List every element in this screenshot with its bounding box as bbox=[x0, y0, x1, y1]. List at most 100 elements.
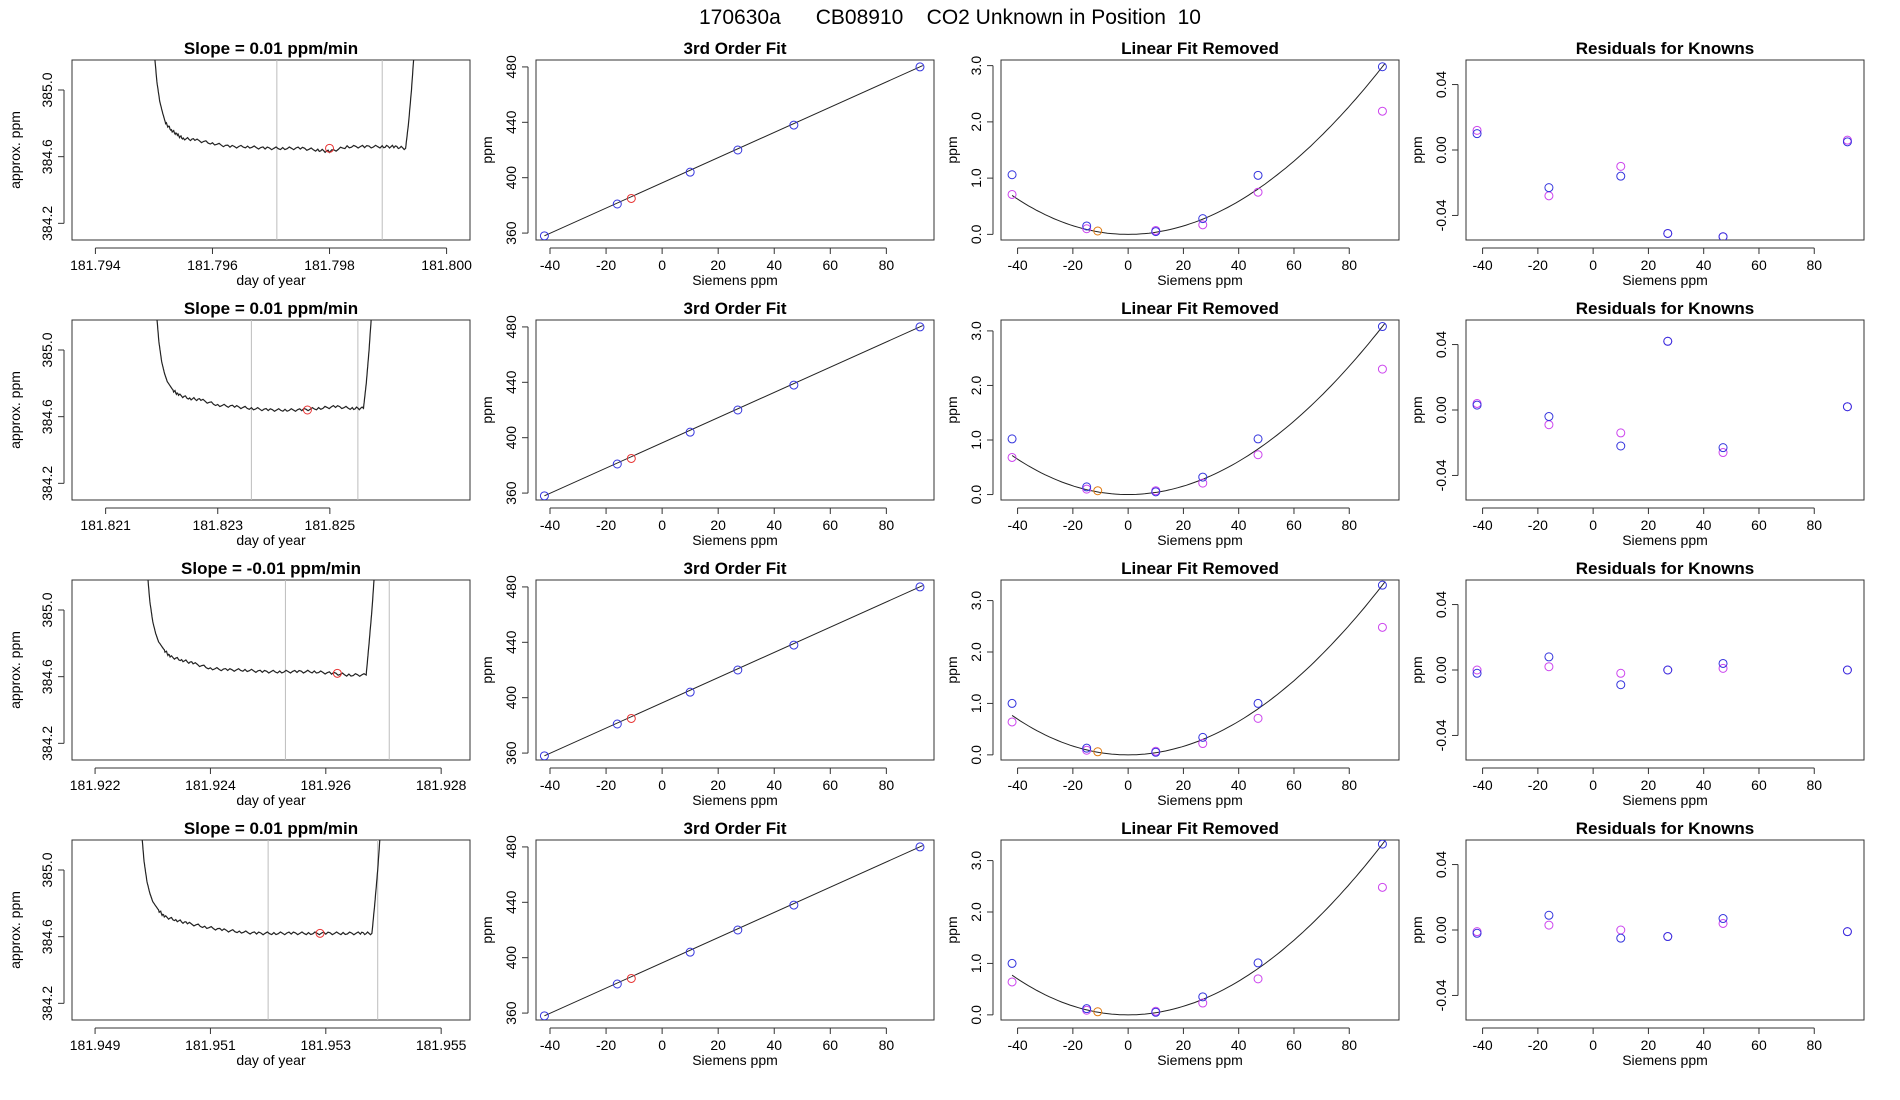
chart-title: Slope = 0.01 ppm/min bbox=[184, 39, 358, 58]
blue-point bbox=[612, 459, 622, 469]
blue-point bbox=[1663, 336, 1673, 346]
x-tick-label: 181.800 bbox=[421, 257, 472, 273]
blue-point bbox=[612, 199, 622, 209]
x-tick-label: 0 bbox=[658, 517, 666, 533]
chart-title: Slope = 0.01 ppm/min bbox=[184, 299, 358, 318]
x-tick-label: 40 bbox=[1231, 777, 1247, 793]
magenta-point bbox=[1198, 739, 1208, 749]
red-point bbox=[626, 713, 636, 723]
x-tick-label: 80 bbox=[1806, 257, 1822, 273]
x-tick-label: 181.955 bbox=[416, 1037, 467, 1053]
x-tick-label: 60 bbox=[1286, 777, 1302, 793]
y-tick-label: 0.04 bbox=[1433, 331, 1449, 358]
y-tick-label: 440 bbox=[503, 890, 519, 914]
magenta-point bbox=[1718, 918, 1728, 928]
y-tick-label: 360 bbox=[503, 741, 519, 765]
y-tick-label: -0.04 bbox=[1433, 459, 1449, 491]
chart-title: 3rd Order Fit bbox=[684, 819, 787, 838]
y-axis-label: ppm bbox=[944, 136, 960, 163]
chart-title: 3rd Order Fit bbox=[684, 299, 787, 318]
x-tick-label: 20 bbox=[1176, 777, 1192, 793]
x-tick-label: 60 bbox=[1751, 257, 1767, 273]
chart-panel-8: Slope = -0.01 ppm/min 181.922 181.924 181.9… bbox=[7, 559, 471, 808]
magenta-point bbox=[1544, 191, 1554, 201]
y-tick-label: 0.00 bbox=[1433, 396, 1449, 423]
x-tick-label: 60 bbox=[823, 1037, 839, 1053]
x-axis-label: Siemens ppm bbox=[1157, 1052, 1243, 1068]
magenta-point bbox=[1616, 428, 1626, 438]
magenta-point bbox=[1253, 713, 1263, 723]
x-axis-label: Siemens ppm bbox=[692, 1052, 778, 1068]
y-tick-label: 480 bbox=[503, 315, 519, 339]
chart-title: Residuals for Knowns bbox=[1576, 819, 1755, 838]
x-axis-label: day of year bbox=[236, 792, 306, 808]
blue-point bbox=[1544, 412, 1554, 422]
blue-point bbox=[789, 120, 799, 130]
x-tick-label: 181.949 bbox=[70, 1037, 121, 1053]
x-tick-label: 40 bbox=[766, 777, 782, 793]
blue-point bbox=[789, 380, 799, 390]
x-tick-label: -20 bbox=[1063, 517, 1083, 533]
y-tick-label: 385.0 bbox=[39, 72, 55, 107]
x-tick-label: -20 bbox=[1528, 517, 1548, 533]
plot-area bbox=[1472, 910, 1852, 943]
series-trace bbox=[141, 840, 381, 936]
blue-point bbox=[1544, 652, 1554, 662]
plot-area bbox=[1007, 62, 1387, 237]
blue-point bbox=[1377, 580, 1387, 590]
x-tick-label: -40 bbox=[1472, 1037, 1492, 1053]
y-axis-label: ppm bbox=[479, 656, 495, 683]
y-tick-label: 360 bbox=[503, 1001, 519, 1025]
blue-point bbox=[1151, 1007, 1161, 1017]
plot-area bbox=[1007, 580, 1387, 757]
y-axis-label: ppm bbox=[479, 136, 495, 163]
blue-point bbox=[1151, 747, 1161, 757]
blue-point bbox=[1151, 227, 1161, 237]
magenta-point bbox=[1544, 420, 1554, 430]
blue-point bbox=[1616, 680, 1626, 690]
x-tick-label: 60 bbox=[1286, 1037, 1302, 1053]
x-tick-label: 60 bbox=[1751, 517, 1767, 533]
magenta-point bbox=[1377, 364, 1387, 374]
sample-marker bbox=[302, 405, 312, 415]
x-tick-label: 60 bbox=[823, 777, 839, 793]
blue-point bbox=[915, 322, 925, 332]
x-tick-label: 181.924 bbox=[185, 777, 236, 793]
x-tick-label: 40 bbox=[1231, 257, 1247, 273]
magenta-point bbox=[1718, 448, 1728, 458]
blue-point bbox=[733, 405, 743, 415]
x-tick-label: -20 bbox=[1528, 777, 1548, 793]
y-tick-label: 3.0 bbox=[968, 591, 984, 611]
magenta-point bbox=[1007, 452, 1017, 462]
magenta-point bbox=[1616, 925, 1626, 935]
panel-grid: Slope = 0.01 ppm/min 181.794 181.796 181.79… bbox=[7, 39, 1865, 1068]
y-axis-label: ppm bbox=[479, 916, 495, 943]
x-tick-label: 60 bbox=[823, 517, 839, 533]
chart-title: Residuals for Knowns bbox=[1576, 299, 1755, 318]
y-tick-label: 384.6 bbox=[39, 139, 55, 174]
blue-point bbox=[733, 145, 743, 155]
x-tick-label: 20 bbox=[1641, 1037, 1657, 1053]
x-tick-label: -40 bbox=[1472, 777, 1492, 793]
magenta-point bbox=[1253, 187, 1263, 197]
x-tick-label: 40 bbox=[1231, 517, 1247, 533]
x-tick-label: 0 bbox=[1124, 777, 1132, 793]
orange-point bbox=[1093, 1007, 1103, 1017]
magenta-point bbox=[1544, 920, 1554, 930]
y-tick-label: 0.00 bbox=[1433, 916, 1449, 943]
x-tick-label: 80 bbox=[1341, 517, 1357, 533]
x-tick-label: 0 bbox=[658, 1037, 666, 1053]
chart-panel-5: 3rd Order Fit -40 -20 0 20 40 60 80 Siemens ppm 3… bbox=[479, 299, 935, 548]
y-tick-label: 400 bbox=[503, 426, 519, 450]
y-tick-label: 3.0 bbox=[968, 321, 984, 341]
x-tick-label: -40 bbox=[540, 517, 560, 533]
y-axis-label: ppm bbox=[1409, 396, 1425, 423]
plot-area bbox=[1472, 125, 1852, 240]
red-point bbox=[626, 973, 636, 983]
chart-panel-11: Residuals for Knowns -40 -20 0 20 40 60 80 Sieme… bbox=[1409, 559, 1865, 808]
x-tick-label: 181.928 bbox=[416, 777, 467, 793]
x-axis-label: day of year bbox=[236, 532, 306, 548]
blue-point bbox=[1616, 441, 1626, 451]
x-axis-label: day of year bbox=[236, 1052, 306, 1068]
